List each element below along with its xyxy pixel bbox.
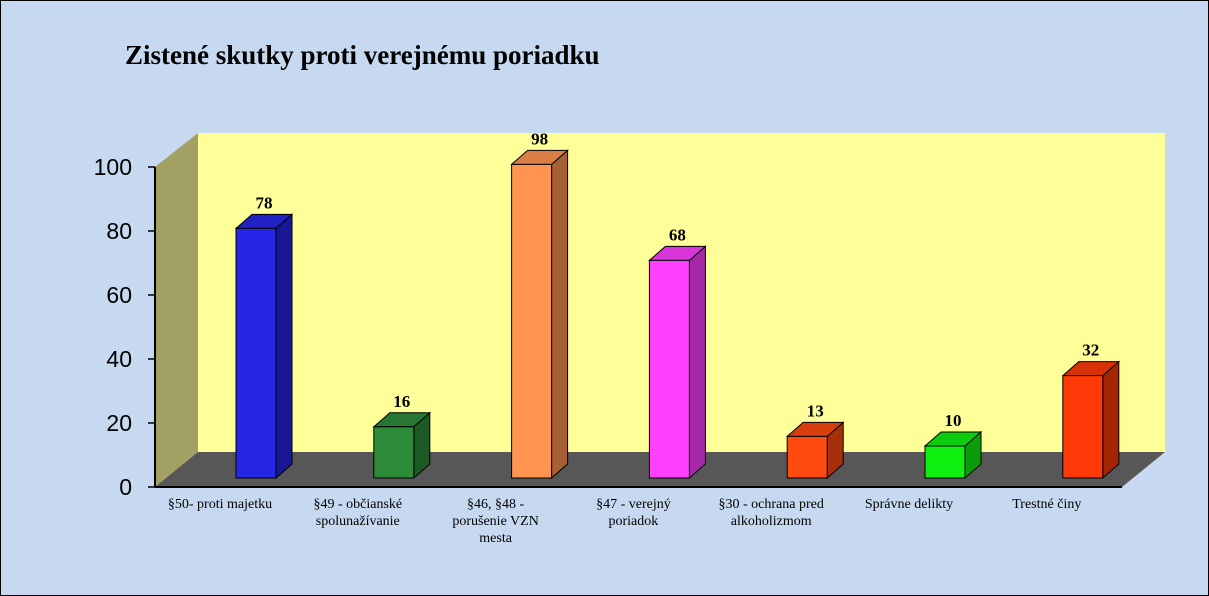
y-tick-label: 20 xyxy=(106,410,132,436)
y-tick-label: 80 xyxy=(106,218,132,244)
bar-front xyxy=(924,445,966,479)
side-wall xyxy=(155,133,198,487)
bar-front xyxy=(648,259,690,479)
bar-side-shade xyxy=(965,432,981,478)
y-tick-label: 100 xyxy=(94,154,132,180)
y-tick-label: 40 xyxy=(106,346,132,372)
bar-front xyxy=(786,435,828,479)
chart-title: Zistené skutky proti verejnému poriadku xyxy=(125,40,600,70)
value-label: 32 xyxy=(1082,341,1099,360)
y-tick-label: 0 xyxy=(119,474,132,500)
bar-side-shade xyxy=(689,246,706,478)
value-label: 13 xyxy=(807,401,824,420)
bar-top-shade xyxy=(373,412,430,427)
bar xyxy=(923,430,983,480)
value-label: 68 xyxy=(669,225,686,244)
bar-front xyxy=(511,163,553,479)
bar-side-shade xyxy=(827,422,844,478)
x-tick-label: §46, §48 - porušenie VZN mesta xyxy=(452,497,539,546)
bar-top-shade xyxy=(236,214,292,229)
bar-side-shade xyxy=(413,412,430,478)
value-label: 98 xyxy=(531,129,548,148)
bar xyxy=(372,411,432,480)
bar xyxy=(234,213,294,480)
x-tick-label: §50- proti majetku xyxy=(167,497,273,512)
bar-top-shade xyxy=(511,150,568,165)
x-tick-label: Správne delikty xyxy=(864,497,954,512)
value-label: 78 xyxy=(256,193,273,212)
value-label: 10 xyxy=(945,411,962,430)
value-label: 16 xyxy=(393,392,410,411)
x-tick-label: Trestné činy xyxy=(1012,497,1082,512)
bar xyxy=(510,149,569,480)
bar-front xyxy=(235,227,277,479)
bar-front xyxy=(373,426,415,479)
bar-top-shade xyxy=(925,432,981,446)
bar xyxy=(785,421,845,480)
bar-top-shade xyxy=(649,246,706,261)
bar-front xyxy=(1062,375,1104,479)
bar-top-shade xyxy=(787,422,844,437)
bar-side-shade xyxy=(551,150,568,478)
bar-side-shade xyxy=(276,214,292,478)
x-tick-label: §30 - ochrana pred alkoholizmom xyxy=(718,497,824,529)
bar-side-shade xyxy=(1102,361,1119,478)
y-tick-label: 60 xyxy=(106,282,132,308)
bar-top-shade xyxy=(1062,361,1119,376)
bar xyxy=(648,245,707,480)
bar xyxy=(1061,360,1121,480)
x-tick-label: §47 - verejný poriadok xyxy=(596,497,671,529)
x-tick-label: §49 - občianské spolunažívanie xyxy=(313,497,403,529)
